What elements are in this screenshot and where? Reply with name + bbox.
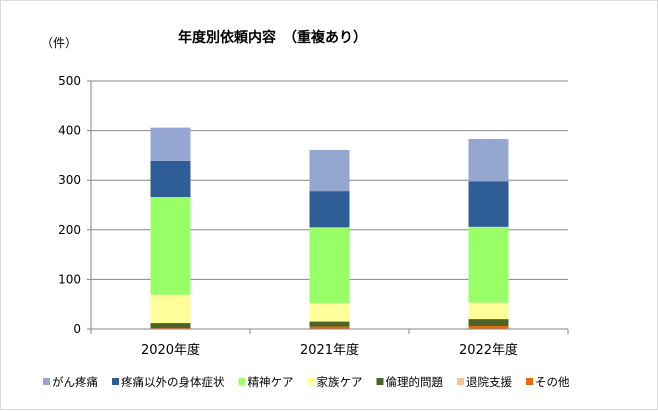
bar-segment	[468, 319, 509, 327]
legend-swatch	[526, 378, 533, 385]
x-tick-label: 2020年度	[141, 342, 200, 358]
bar-segment	[150, 160, 191, 198]
bar-segment	[309, 149, 350, 192]
legend-label: その他	[535, 375, 570, 389]
bar-segment	[150, 197, 191, 295]
y-tick-label: 200	[58, 223, 81, 237]
y-tick-label: 300	[58, 173, 81, 187]
legend-label: がん疼痛	[52, 375, 98, 389]
legend-swatch	[43, 378, 50, 385]
legend-swatch	[457, 378, 464, 385]
legend-label: 疼痛以外の身体症状	[121, 375, 225, 389]
y-axis-unit-label: （件）	[41, 36, 77, 50]
y-axis-ticks: 0 100 200 300 400 500	[58, 74, 91, 336]
x-tick-label: 2021年度	[300, 342, 359, 358]
legend-swatch	[112, 378, 119, 385]
bar-segment	[309, 303, 350, 322]
bar-segment	[150, 323, 191, 329]
bar-segment	[309, 326, 350, 329]
y-tick-label: 500	[58, 74, 81, 88]
x-tick-label: 2022年度	[459, 342, 518, 358]
x-axis-ticks: 2020年度 2021年度 2022年度	[90, 329, 569, 358]
legend-swatch	[376, 378, 384, 385]
bar-segment	[468, 226, 509, 303]
bar-segment	[468, 139, 509, 182]
bar-segment	[309, 227, 350, 304]
y-tick-label: 0	[73, 322, 81, 336]
bar-segment	[150, 127, 191, 161]
y-tick-label: 100	[58, 272, 81, 286]
bar-segment	[468, 302, 509, 320]
y-tick-label: 400	[58, 124, 81, 138]
bars	[150, 127, 509, 329]
chart-title: 年度別依頼内容 （重複あり）	[178, 29, 367, 46]
bar-segment	[150, 294, 191, 324]
bar-segment	[468, 181, 509, 227]
bar-segment	[309, 191, 350, 228]
legend-label: 家族ケア	[317, 375, 363, 389]
bar-segment	[309, 321, 350, 327]
legend-swatch	[307, 378, 315, 385]
legend-label: 退院支援	[466, 375, 512, 389]
legend-swatch	[238, 378, 246, 385]
legend: がん疼痛 疼痛以外の身体症状 精神ケア 家族ケア 倫理的問題 退院支援 その他	[43, 375, 570, 389]
bar-segment	[468, 326, 509, 329]
legend-label: 倫理的問題	[386, 375, 444, 389]
legend-label: 精神ケア	[248, 375, 294, 389]
